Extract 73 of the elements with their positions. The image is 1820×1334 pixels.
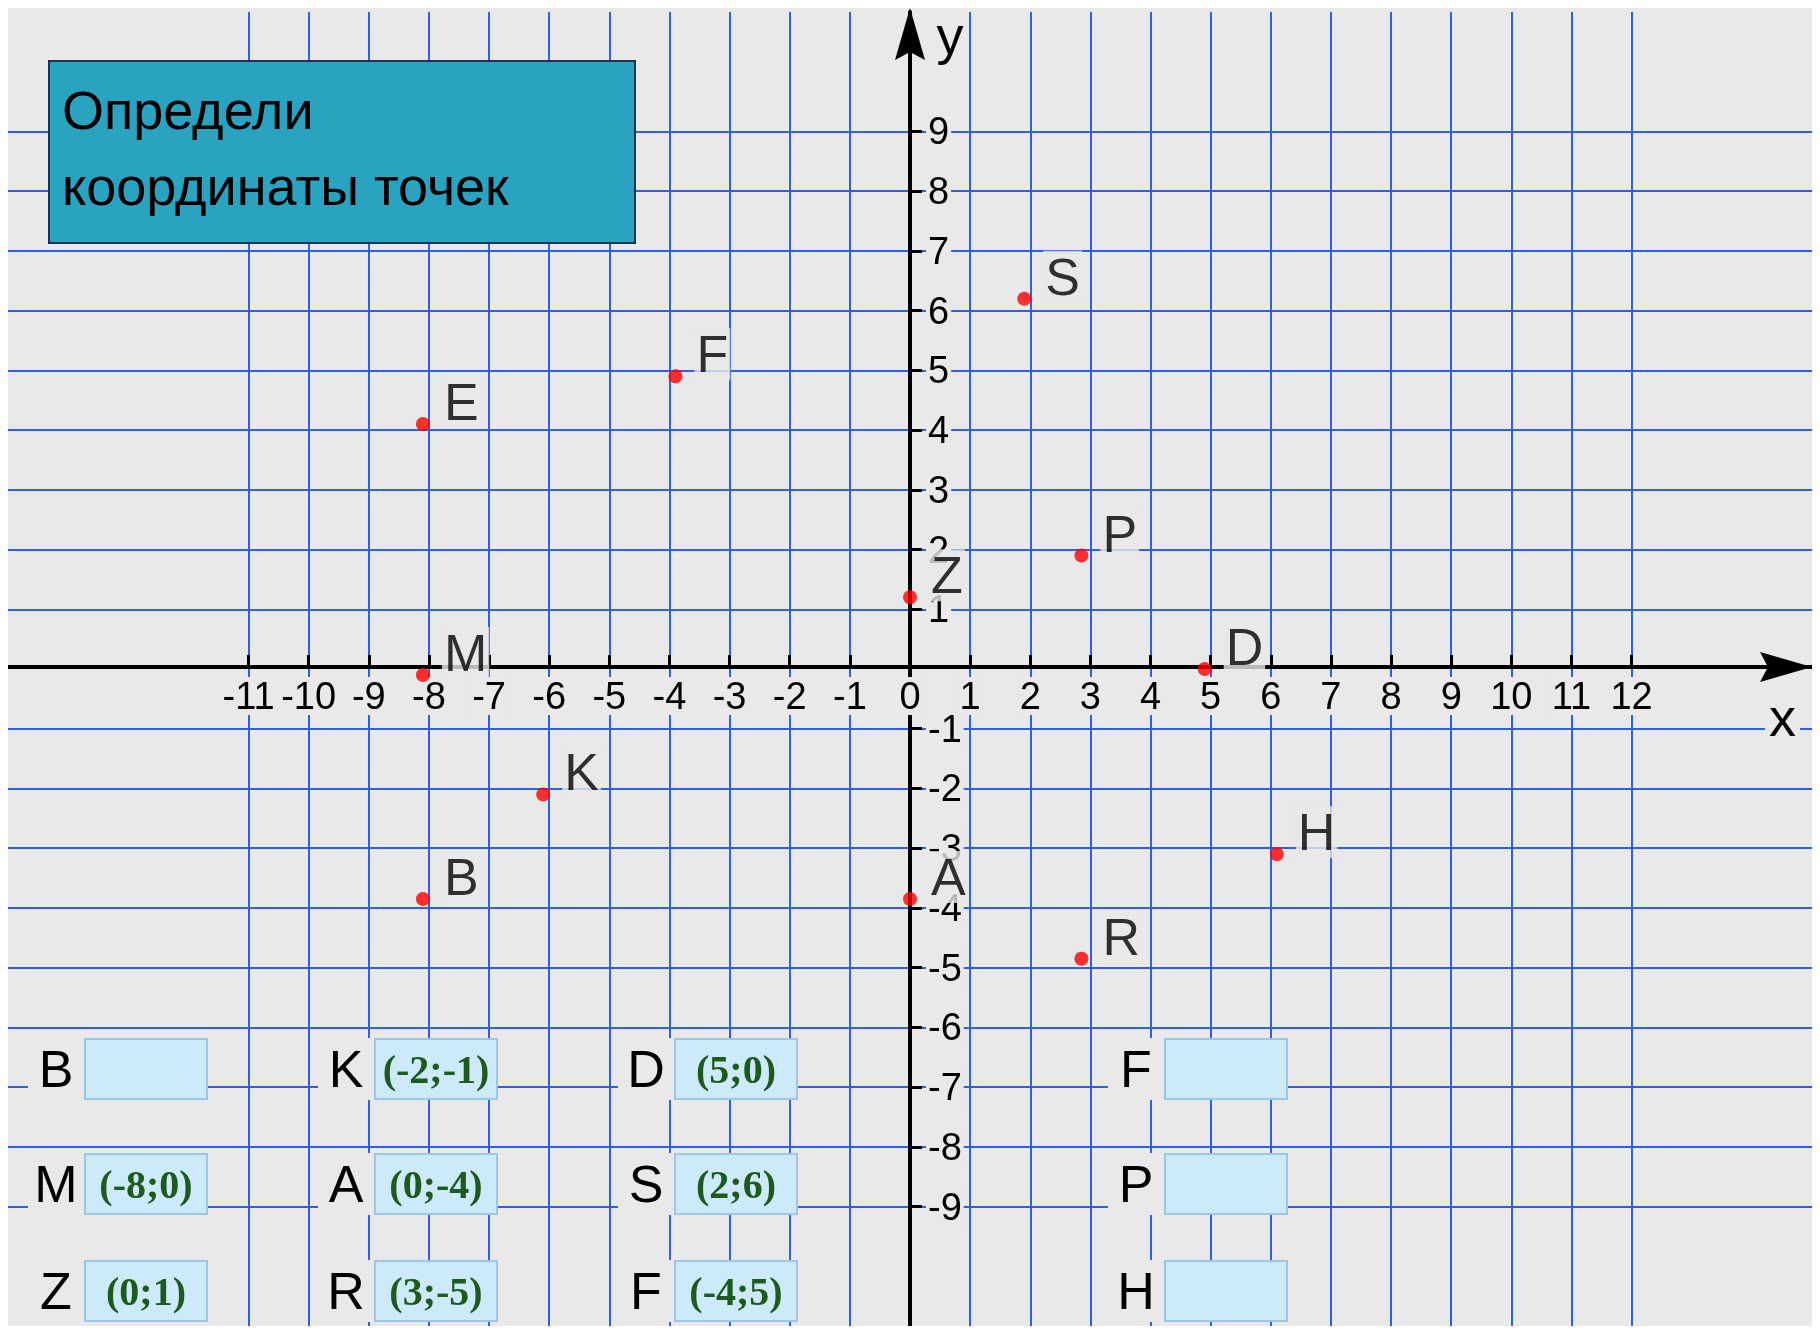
x-tick-label: -8 — [412, 675, 446, 717]
x-tick-label: -2 — [772, 675, 807, 717]
annotation: H — [1297, 803, 1336, 862]
point — [415, 891, 430, 906]
annotation: P — [1102, 504, 1138, 563]
annotation: K — [564, 743, 600, 802]
y-tick-label: -5 — [928, 946, 962, 989]
answer-field: (0;-4) — [374, 1153, 498, 1215]
x-tick-label: 12 — [1610, 675, 1653, 717]
answer-field: (-4;5) — [674, 1260, 798, 1322]
y-tick-label: 5 — [928, 349, 950, 392]
x-tick-label: 6 — [1260, 675, 1282, 717]
answer-field: (5;0) — [674, 1038, 798, 1100]
annotation: R — [1102, 907, 1140, 966]
answer-field: (0;1) — [84, 1260, 208, 1322]
y-tick-label: 8 — [928, 170, 950, 213]
annotation: F — [1108, 1038, 1164, 1100]
answer-field: (3;-5) — [374, 1260, 498, 1322]
y-tick-label: -1 — [928, 707, 962, 750]
x-tick-label: -11 — [222, 675, 275, 717]
y-tick-label: 6 — [928, 289, 950, 332]
y-tick-label: 3 — [928, 468, 950, 511]
point — [1074, 548, 1089, 563]
x-tick-label: 5 — [1200, 675, 1222, 717]
annotation: P — [1108, 1153, 1164, 1215]
y-tick-label: -6 — [928, 1006, 962, 1049]
point — [1074, 951, 1089, 966]
answer-field: (2;6) — [674, 1153, 798, 1215]
y-tick-label: 4 — [928, 409, 950, 452]
x-tick-label: -9 — [351, 675, 386, 717]
x-tick-label: -7 — [472, 675, 506, 717]
x-tick-label: -6 — [532, 675, 567, 717]
point — [415, 417, 430, 432]
x-tick-label: 3 — [1079, 675, 1101, 717]
x-tick-label: -5 — [592, 675, 627, 717]
annotation: B — [28, 1038, 84, 1100]
x-tick-label: 0 — [899, 675, 921, 717]
x-tick-label: 9 — [1440, 675, 1462, 717]
y-tick-label: 7 — [928, 229, 950, 272]
x-tick-label: -3 — [712, 675, 747, 717]
y-tick-label: -7 — [928, 1066, 962, 1109]
y-tick-label: -2 — [928, 767, 962, 810]
x-tick-label: -4 — [652, 675, 687, 717]
y-tick-label: 9 — [928, 110, 950, 153]
title-box: Определи координаты точек — [48, 60, 636, 244]
y-tick-label: -9 — [928, 1185, 962, 1228]
point — [668, 369, 683, 384]
x-tick-label: 8 — [1380, 675, 1402, 717]
x-tick-label: -1 — [832, 675, 867, 717]
point — [415, 667, 430, 682]
y-tick-label: -8 — [928, 1125, 962, 1168]
point — [536, 787, 551, 802]
annotation: F — [696, 325, 729, 384]
x-tick-label: -10 — [281, 675, 337, 717]
point — [1197, 662, 1212, 676]
point — [903, 590, 917, 605]
annotation: B — [443, 847, 479, 906]
annotation: E — [443, 373, 479, 432]
x-tick-label: 4 — [1139, 675, 1162, 717]
answer-field: (-2;-1) — [374, 1038, 498, 1100]
x-tick-label: 7 — [1320, 675, 1342, 717]
point — [1269, 847, 1284, 862]
annotation: S — [1045, 247, 1080, 306]
annotation: H — [1108, 1260, 1164, 1322]
x-tick-label: 2 — [1019, 675, 1041, 717]
x-axis-title: x — [1765, 687, 1800, 747]
y-axis-title: y — [936, 5, 964, 65]
x-tick-label: 10 — [1490, 675, 1533, 717]
point — [903, 891, 917, 906]
point — [1017, 291, 1032, 306]
x-tick-label: 11 — [1551, 675, 1592, 717]
answer-field: (-8;0) — [84, 1153, 208, 1215]
annotation: D — [1225, 618, 1264, 676]
